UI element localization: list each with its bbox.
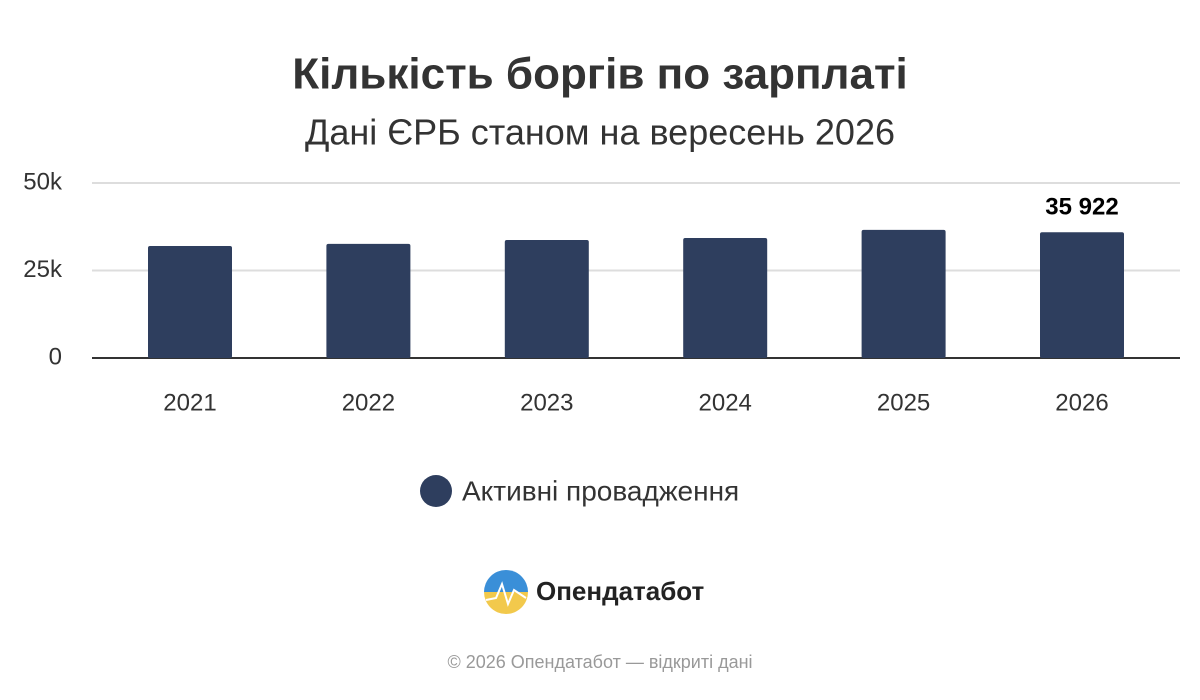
x-tick-label: 2021 [163,389,216,416]
logo-icon [484,570,528,614]
bar [148,246,232,358]
footer: © 2026 Опендатабот — відкриті дані [447,652,752,672]
bar [1040,232,1124,358]
logo-text: Опендатабот [536,576,705,606]
value-label: 35 922 [1045,194,1118,221]
x-tick-label: 2023 [520,389,573,416]
y-tick-label: 25k [23,256,63,283]
bar [326,243,411,358]
logo: Опендатабот [484,570,705,614]
legend-marker [420,475,452,507]
bar [504,240,589,358]
chart-title: Кількість боргів по зарплаті [292,50,907,99]
y-tick-label: 50k [23,168,63,195]
logo-wave [485,581,527,607]
x-tick-label: 2022 [342,389,395,416]
bar [683,237,768,358]
chart-subtitle: Дані ЄРБ станом на вересень 2026 [305,112,895,153]
x-tick-label: 2025 [877,389,930,416]
bar [861,229,946,358]
y-tick-label: 0 [49,343,62,370]
x-tick-label: 2026 [1055,389,1108,416]
legend-label: Активні провадження [462,475,739,506]
x-tick-label: 2024 [699,389,752,416]
